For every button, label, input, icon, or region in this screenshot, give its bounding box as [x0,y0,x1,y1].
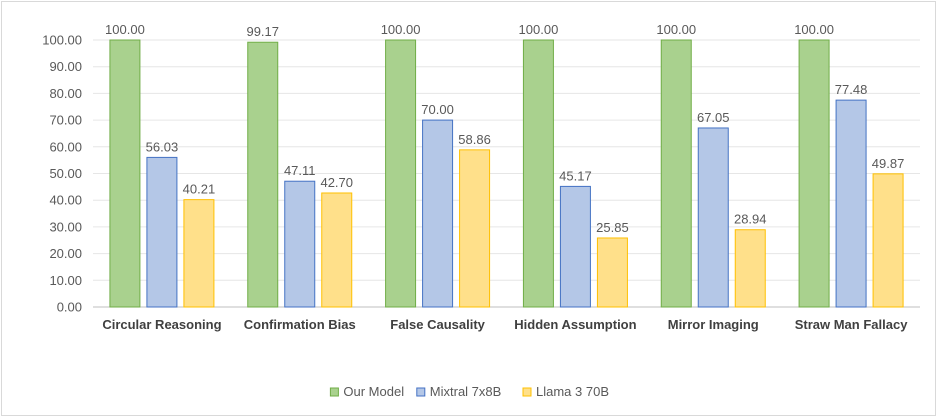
x-category-label: Confirmation Bias [244,317,356,332]
data-label: 100.00 [656,22,696,37]
data-label: 58.86 [458,132,491,147]
legend-entry: Llama 3 70B [536,384,609,399]
data-label: 25.85 [596,220,629,235]
y-axis-ticks: 0.00 10.00 20.00 30.00 40.00 50.00 60.00 70.00 8… [42,33,82,315]
x-category-label: Mirror Imaging [668,317,759,332]
x-category-label: Straw Man Fallacy [795,317,908,332]
bar-our-model-5 [660,39,692,308]
data-label: 100.00 [794,22,834,37]
bar-llama-3-70b-2 [321,192,353,308]
bar-our-model-1 [109,39,141,308]
bar-llama-3-70b-5 [734,229,766,308]
data-label: 100.00 [381,22,421,37]
x-category-label: False Causality [390,317,485,332]
data-label: 28.94 [734,212,767,227]
bar-mixtral-7x8b-4 [559,185,591,308]
legend-swatch [329,387,339,397]
data-label: 47.11 [284,163,316,178]
y-tick-label: 90.00 [49,59,82,74]
bar-mixtral-7x8b-5 [697,127,729,308]
bar-mixtral-7x8b-6 [835,99,867,308]
legend-swatch [522,387,532,397]
y-tick-label: 100.00 [42,33,82,48]
bar-llama-3-70b-6 [872,173,904,308]
legend-entry: Our Model [343,384,404,399]
legend: Our Model Mixtral 7x8B Llama 3 70B [329,384,609,399]
x-category-label: Circular Reasoning [102,317,221,332]
data-label: 67.05 [697,110,730,125]
bar-mixtral-7x8b-1 [146,156,178,308]
y-tick-label: 60.00 [49,139,82,154]
data-label: 77.48 [835,82,868,97]
legend-swatch [416,387,426,397]
data-label: 56.03 [146,139,179,154]
bars [109,39,904,308]
y-tick-label: 30.00 [49,219,82,234]
bar-our-model-2 [247,41,279,308]
y-tick-label: 70.00 [49,113,82,128]
x-category-label: Hidden Assumption [514,317,636,332]
y-tick-label: 80.00 [49,86,82,101]
bar-mixtral-7x8b-2 [284,180,316,308]
data-label: 40.21 [183,182,216,197]
data-labels: 100.00 56.03 40.21 99.17 47.11 42.70 100.00 70.… [105,22,904,235]
data-label: 42.70 [320,175,353,190]
y-tick-label: 40.00 [49,193,82,208]
data-label: 45.17 [559,168,592,183]
legend-entry: Mixtral 7x8B [430,384,502,399]
bar-llama-3-70b-3 [459,149,491,308]
y-tick-label: 20.00 [49,246,82,261]
gridlines [93,39,920,308]
data-label: 100.00 [519,22,559,37]
data-label: 49.87 [872,156,905,171]
data-label: 99.17 [246,24,279,39]
bar-llama-3-70b-4 [596,237,628,308]
bar-our-model-6 [798,39,830,308]
data-label: 70.00 [421,102,454,117]
y-tick-label: 50.00 [49,166,82,181]
data-label: 100.00 [105,22,145,37]
bar-our-model-3 [385,39,417,308]
y-tick-label: 0.00 [57,300,82,315]
bar-llama-3-70b-1 [183,199,215,308]
bar-our-model-4 [522,39,554,308]
x-axis-categories: Circular Reasoning Confirmation Bias False… [102,317,908,332]
bar-mixtral-7x8b-3 [422,119,454,308]
y-tick-label: 10.00 [49,273,82,288]
